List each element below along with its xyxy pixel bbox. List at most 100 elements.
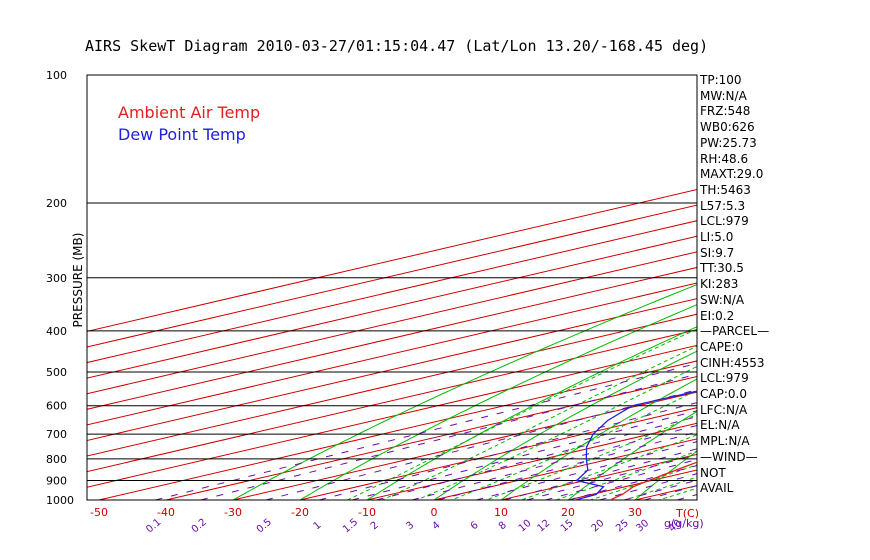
stat-mpl-n-a: MPL:N/A <box>700 434 750 449</box>
mixing-ratio-label-10: 10 <box>517 518 534 535</box>
stat-li-5-0: LI:5.0 <box>700 230 734 244</box>
dry-adiabat-line <box>231 283 697 500</box>
isotherm-line <box>87 282 697 426</box>
stat-cinh-4553: CINH:4553 <box>700 355 765 370</box>
mixing-ratio-label-1: 1 <box>312 520 324 533</box>
stat-rh-48-6: RH:48.6 <box>700 151 749 166</box>
pressure-tick-label-900: 900 <box>46 475 67 488</box>
legend-ambient-air-temp: Ambient Air Temp <box>118 103 260 122</box>
pressure-tick-label-200: 200 <box>46 197 67 210</box>
stat-tt-30-5: TT:30.5 <box>700 261 744 276</box>
dry-adiabat-line <box>761 75 870 509</box>
stat-th-5463: TH:5463 <box>700 182 751 197</box>
mixing-ratio-line <box>376 416 697 500</box>
isotherm-line <box>87 298 697 441</box>
isotherm-line <box>87 220 697 364</box>
mixing-ratio-line <box>411 424 697 500</box>
isotherm-line <box>769 75 870 500</box>
stat-mw-n-a: MW:N/A <box>700 88 747 103</box>
bottom-temp-tick-label-20: 20 <box>561 506 575 519</box>
stat-not: NOT <box>700 465 726 480</box>
bottom-temp-tick-label-10: -10 <box>358 506 376 519</box>
mixing-ratio-label-0-1: 0.1 <box>144 517 163 536</box>
dry-adiabat-line <box>634 450 697 500</box>
bottom-temp-tick-label-20: -20 <box>291 506 309 519</box>
mixing-ratio-unit-label: g(g/kg) <box>664 517 704 530</box>
pressure-tick-label-100: 100 <box>46 69 67 82</box>
stat-l57-5-3: L57:5.3 <box>700 198 746 213</box>
plot-frame <box>86 74 698 501</box>
pressure-tick-label-700: 700 <box>46 428 67 441</box>
chart-title: AIRS SkewT Diagram 2010-03-27/01:15:04.4… <box>85 37 708 55</box>
mixing-ratio-label-12: 12 <box>535 518 552 535</box>
isotherm-line <box>165 375 697 500</box>
isotherm-line <box>232 391 697 500</box>
pressure-tick-label-400: 400 <box>46 325 67 338</box>
isotherm-line <box>87 189 697 332</box>
stat-pw-25-73: PW:25.73 <box>700 135 757 150</box>
isotherm-line <box>299 407 697 500</box>
stat-wind: —WIND— <box>700 449 758 464</box>
bottom-temp-tick-label-0: 0 <box>431 506 438 519</box>
stat-lfc-n-a: LFC:N/A <box>700 402 748 417</box>
isotherm-line <box>98 360 697 500</box>
stat-wb0-626: WB0:626 <box>700 120 755 135</box>
isotherm-line <box>87 251 697 395</box>
mixing-ratio-label-15: 15 <box>559 518 576 535</box>
stat-lcl-979: LCL:979 <box>700 214 749 229</box>
legend-dew-point-temp: Dew Point Temp <box>118 125 246 144</box>
isotherm-line <box>87 266 697 410</box>
mixing-ratio-label-4: 4 <box>431 520 443 533</box>
mixing-ratio-label-0-5: 0.5 <box>255 517 274 536</box>
stat-sw-n-a: SW:N/A <box>700 292 745 307</box>
isotherm-line <box>87 344 697 488</box>
bottom-temp-tick-label-40: -40 <box>157 506 175 519</box>
mixing-ratio-label-2: 2 <box>369 520 381 533</box>
mixing-ratio-line <box>526 454 697 500</box>
isotherm-line <box>87 235 697 379</box>
pressure-tick-label-300: 300 <box>46 272 67 285</box>
x-axis-unit-label: T(C) <box>675 507 699 520</box>
stat-parcel: —PARCEL— <box>700 324 770 339</box>
stat-ei-0-2: EI:0.2 <box>700 308 735 323</box>
mixing-ratio-label-8: 8 <box>497 520 509 533</box>
mixing-ratio-label-6: 6 <box>469 520 481 533</box>
stat-tp-100: TP:100 <box>700 73 742 87</box>
bottom-temp-tick-label-50: -50 <box>90 506 108 519</box>
mixing-ratio-label-1-5: 1.5 <box>341 517 360 536</box>
bottom-temp-tick-label-30: 30 <box>628 506 642 519</box>
dry-adiabat-line <box>500 378 697 500</box>
isotherm-line <box>87 329 697 473</box>
mixing-ratio-line <box>545 458 697 500</box>
pressure-tick-label-500: 500 <box>46 366 67 379</box>
mixing-ratio-label-30: 30 <box>634 518 651 535</box>
stat-si-9-7: SI:9.7 <box>700 245 735 260</box>
y-axis-label: PRESSURE (MB) <box>71 233 85 328</box>
mixing-ratio-label-0-2: 0.2 <box>190 517 209 536</box>
stat-cape-0: CAPE:0 <box>700 339 744 354</box>
isotherm-line <box>87 313 697 457</box>
dry-adiabat-line <box>366 326 697 500</box>
bottom-temp-tick-label-10: 10 <box>494 506 508 519</box>
isotherm-line <box>87 204 697 348</box>
dry-adiabat-line <box>829 75 870 509</box>
profile-lines <box>575 390 697 500</box>
stat-el-n-a: EL:N/A <box>700 418 740 433</box>
stat-avail: AVAIL <box>700 481 734 496</box>
pressure-tick-label-800: 800 <box>46 453 67 466</box>
mixing-ratio-label-25: 25 <box>614 518 631 535</box>
stat-frz-548: FRZ:548 <box>700 104 751 119</box>
bottom-temp-tick-label-30: -30 <box>224 506 242 519</box>
isotherm-line <box>366 422 697 500</box>
dry-adiabat-line <box>567 410 697 500</box>
mixing-ratio-label-20: 20 <box>590 518 607 535</box>
ambient-air-temp-line <box>609 461 697 500</box>
dew-point-temp-line <box>575 390 697 500</box>
stat-maxt-29-0: MAXT:29.0 <box>700 167 764 182</box>
mixing-ratio-label-3: 3 <box>404 520 416 533</box>
isotherm-line <box>836 75 870 500</box>
pressure-tick-label-1000: 1000 <box>46 494 74 507</box>
plot-border <box>86 74 698 501</box>
mixing-ratio-line <box>352 410 697 500</box>
